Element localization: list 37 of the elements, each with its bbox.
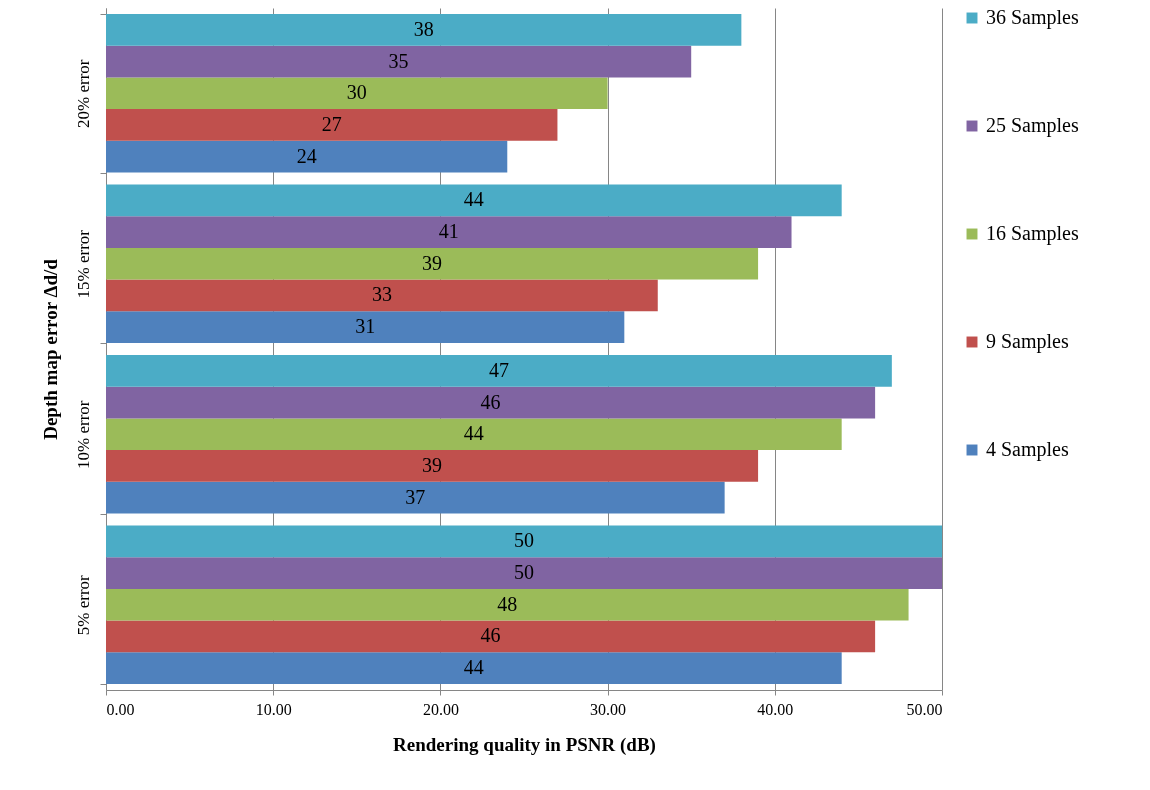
data-label: 46 <box>480 390 501 413</box>
data-label: 44 <box>463 656 484 679</box>
legend-label: 16 Samples <box>986 222 1079 245</box>
legend-label: 9 Samples <box>986 330 1069 353</box>
x-tick-label: 20.00 <box>422 700 459 718</box>
data-label: 27 <box>321 112 342 135</box>
x-tick-label: 30.00 <box>590 700 627 718</box>
data-label: 38 <box>413 17 434 40</box>
x-tick-label: 0.00 <box>106 700 135 718</box>
legend-label: 25 Samples <box>986 114 1079 137</box>
x-tick-label: 40.00 <box>757 700 794 718</box>
data-label: 35 <box>388 49 409 72</box>
x-tick-label: 50.00 <box>906 700 943 718</box>
data-label: 44 <box>463 422 484 445</box>
y-tick-label: 20% error <box>73 59 93 128</box>
data-label: 33 <box>371 283 392 306</box>
legend-label: 4 Samples <box>986 438 1069 461</box>
y-tick-label: 5% error <box>73 574 93 636</box>
data-label: 30 <box>346 81 367 104</box>
data-label: 44 <box>463 188 484 211</box>
y-tick-label: 15% error <box>73 229 93 299</box>
data-label: 39 <box>422 453 443 476</box>
data-label: 41 <box>438 220 459 243</box>
y-tick-label: 10% error <box>73 400 93 469</box>
data-label: 39 <box>422 251 443 274</box>
data-label: 24 <box>296 144 317 167</box>
y-axis-title: Depth map error Δd/d <box>39 258 61 440</box>
data-label: 47 <box>488 358 509 381</box>
data-label: 48 <box>497 592 518 615</box>
data-label: 50 <box>514 561 534 584</box>
data-label: 46 <box>480 624 501 647</box>
x-tick-label: 10.00 <box>255 700 292 718</box>
legend-label: 36 Samples <box>986 6 1079 29</box>
data-label: 31 <box>355 315 376 338</box>
data-label: 37 <box>405 485 426 508</box>
x-axis-title: Rendering quality in PSNR (dB) <box>393 733 656 756</box>
data-label: 50 <box>514 529 534 552</box>
